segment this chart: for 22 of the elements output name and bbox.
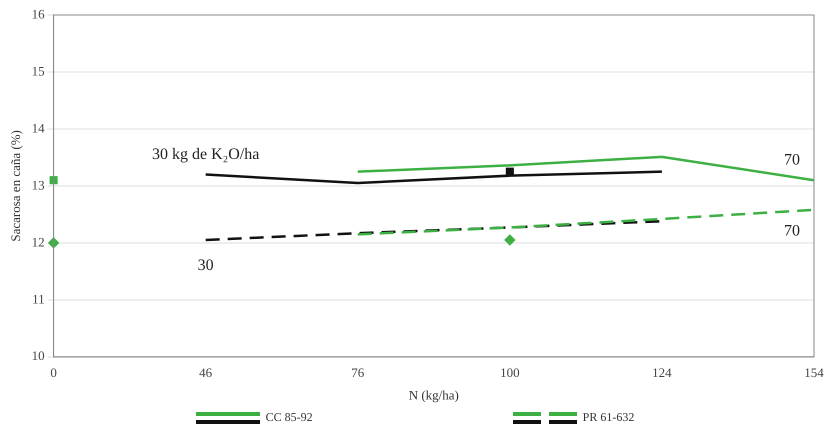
legend-label: CC 85-92: [266, 410, 313, 425]
annotation: 30 kg de K₂O/ha: [152, 146, 260, 163]
annotation: 70: [784, 151, 800, 168]
y-tick-label: 16: [32, 6, 46, 22]
y-tick-label: 15: [32, 63, 45, 78]
point: [504, 234, 516, 246]
y-tick-label: 14: [32, 120, 46, 136]
annotation: 30: [198, 256, 214, 274]
annotation: 70: [784, 222, 800, 240]
y-tick-label: 11: [32, 291, 45, 306]
y-tick-label: 12: [32, 234, 45, 250]
y-tick-label: 13: [32, 177, 45, 192]
x-axis-title: N (kg/ha): [408, 388, 459, 403]
x-tick-label: 0: [50, 365, 57, 380]
x-tick-label: 46: [199, 365, 213, 380]
y-tick-label: 10: [32, 348, 45, 364]
x-tick-label: 76: [351, 365, 365, 380]
x-tick-label: 154: [804, 365, 824, 380]
y-axis-title: Sacarosa en caña (%): [8, 130, 24, 242]
x-tick-label: 124: [652, 365, 672, 380]
x-tick-label: 100: [500, 365, 520, 380]
legend-label: PR 61-632: [582, 410, 634, 425]
